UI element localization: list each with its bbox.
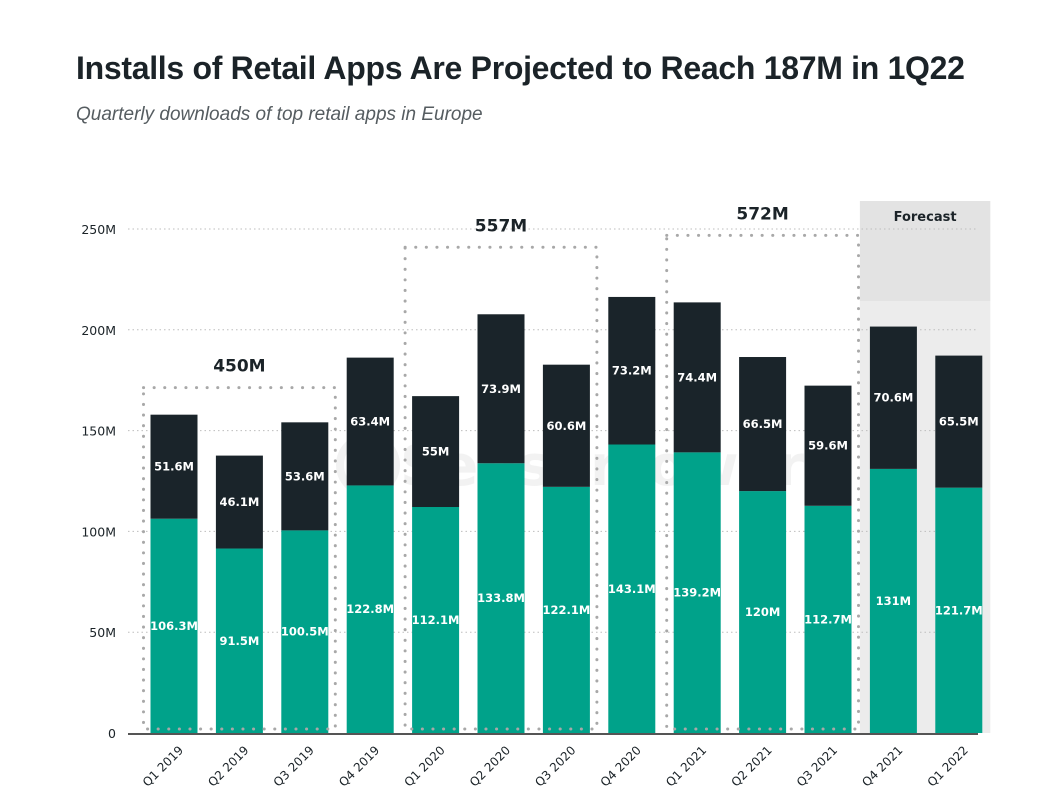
bar-segment-bottom <box>608 444 656 733</box>
bar-segment-bottom <box>804 505 852 733</box>
bar-segment-bottom <box>346 485 394 733</box>
bar-segment-bottom <box>477 463 525 733</box>
x-tick-label: Q1 2022 <box>925 743 971 789</box>
bar-segment-bottom <box>150 518 198 733</box>
y-tick-label: 200M <box>81 323 116 338</box>
bar-label-bottom: 122.1M <box>542 603 590 617</box>
x-tick-label: Q1 2019 <box>140 743 186 789</box>
bar-segment-top <box>412 396 460 508</box>
bar-label-top: 74.4M <box>677 370 717 384</box>
watermark-text: SensorTower <box>400 434 805 499</box>
bar-label-top: 63.4M <box>350 415 390 429</box>
y-tick-label: 250M <box>81 222 116 237</box>
x-tick-label: Q1 2021 <box>663 743 709 789</box>
bar-segment-bottom <box>215 548 263 733</box>
bar-label-top: 73.2M <box>612 364 652 378</box>
bar-segment-top <box>673 302 721 453</box>
y-axis-ticks: 0 50M 100M 150M 200M 250M <box>81 222 116 741</box>
bar-segment-top <box>477 314 525 464</box>
group-box <box>142 386 337 731</box>
x-tick-label: Q1 2020 <box>401 743 447 789</box>
y-tick-label: 150M <box>81 424 116 439</box>
chart-subtitle: Quarterly downloads of top retail apps i… <box>76 104 483 125</box>
group-total-label: 572M <box>736 204 788 224</box>
bar-label-bottom: 106.3M <box>150 619 198 633</box>
forecast-label: Forecast <box>894 210 957 225</box>
bar-segment-bottom <box>673 452 721 733</box>
bar-label-top: 46.1M <box>219 495 259 509</box>
bar-label-bottom: 121.7M <box>935 603 983 617</box>
bar-segment-top <box>215 455 263 549</box>
chart-title: Installs of Retail Apps Are Projected to… <box>76 50 965 86</box>
bar-segment-bottom <box>412 507 460 733</box>
group-total-label: 450M <box>213 357 265 377</box>
bar-segment-bottom <box>542 486 590 733</box>
bars: 106.3M 51.6M 91.5M 46.1M 100.5M 53.6M 122.8M 63… <box>150 296 983 733</box>
bar-label-bottom: 100.5M <box>281 625 329 639</box>
bar-segment-top <box>281 422 329 531</box>
group-box <box>665 233 861 731</box>
x-tick-label: Q3 2020 <box>532 743 578 789</box>
x-axis-ticks: Q1 2019 Q2 2019 Q3 2019 Q4 2019 Q1 2020 Q2 20… <box>140 743 971 789</box>
bar-segment-top <box>608 296 656 445</box>
bar-label-bottom: 91.5M <box>219 634 259 648</box>
bar-segment-top <box>346 357 394 486</box>
bar-segment-bottom <box>281 530 329 733</box>
y-tick-label: 50M <box>89 625 116 640</box>
y-tick-label: 100M <box>81 524 116 539</box>
forecast-header-bg <box>859 201 991 301</box>
bar-label-bottom: 120M <box>745 605 780 619</box>
bar-label-bottom: 131M <box>876 594 911 608</box>
bar-label-top: 70.6M <box>873 391 913 405</box>
bar-segment-top <box>542 364 590 487</box>
bar-label-top: 55M <box>422 445 449 459</box>
bar-segment-top <box>869 326 917 469</box>
bar-label-top: 51.6M <box>154 460 194 474</box>
group-total-label: 557M <box>475 216 527 236</box>
bar-segment-top <box>150 414 198 519</box>
bar-label-bottom: 133.8M <box>477 591 525 605</box>
x-tick-label: Q2 2020 <box>467 743 513 789</box>
bar-label-top: 66.5M <box>743 417 783 431</box>
bar-segment-bottom <box>935 487 983 733</box>
x-tick-label: Q3 2019 <box>271 743 317 789</box>
x-tick-label: Q4 2020 <box>598 743 644 789</box>
bar-label-top: 59.6M <box>808 439 848 453</box>
x-tick-label: Q4 2021 <box>859 743 905 789</box>
bar-label-top: 53.6M <box>285 469 325 483</box>
x-tick-label: Q4 2019 <box>336 743 382 789</box>
bar-label-top: 73.9M <box>481 382 521 396</box>
y-tick-label: 0 <box>108 726 116 741</box>
bar-segment-top <box>935 355 983 488</box>
group-annotations: 450M 557M 572M <box>142 204 861 731</box>
x-tick-label: Q2 2021 <box>728 743 774 789</box>
x-tick-label: Q3 2021 <box>794 743 840 789</box>
bar-label-bottom: 143.1M <box>608 582 656 596</box>
bar-segment-bottom <box>869 468 917 733</box>
bar-label-bottom: 139.2M <box>673 586 721 600</box>
bar-segment-top <box>739 357 787 492</box>
group-box <box>403 245 599 731</box>
bar-label-top: 60.6M <box>546 419 586 433</box>
bar-label-bottom: 122.8M <box>346 602 394 616</box>
x-tick-label: Q2 2019 <box>205 743 251 789</box>
bar-segment-bottom <box>739 491 787 733</box>
bar-label-bottom: 112.1M <box>412 613 460 627</box>
bar-label-bottom: 112.7M <box>804 612 852 626</box>
bar-segment-top <box>804 385 852 506</box>
bar-label-top: 65.5M <box>939 415 979 429</box>
